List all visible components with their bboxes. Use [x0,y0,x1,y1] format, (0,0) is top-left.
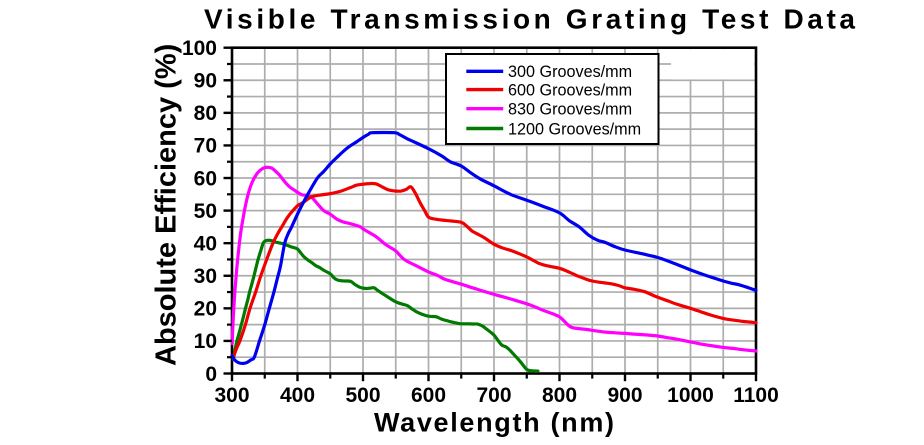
svg-text:300 Grooves/mm: 300 Grooves/mm [508,63,632,81]
svg-text:90: 90 [194,70,217,93]
svg-text:70: 70 [194,135,217,158]
svg-text:700: 700 [476,384,511,407]
svg-text:600: 600 [411,384,446,407]
svg-text:1200 Grooves/mm: 1200 Grooves/mm [508,120,641,138]
svg-text:Absolute Efficiency (%): Absolute Efficiency (%) [151,44,183,366]
svg-text:30: 30 [194,265,217,288]
svg-text:1000: 1000 [667,384,714,407]
svg-text:300: 300 [214,384,249,407]
svg-text:400: 400 [280,384,315,407]
svg-text:600 Grooves/mm: 600 Grooves/mm [508,82,632,100]
svg-text:800: 800 [542,384,577,407]
svg-text:20: 20 [194,298,217,321]
svg-text:900: 900 [607,384,642,407]
svg-text:10: 10 [194,330,217,353]
svg-text:80: 80 [194,102,217,125]
svg-text:Visible Transmission Grating T: Visible Transmission Grating Test Data [204,4,855,35]
svg-text:40: 40 [194,233,217,256]
svg-text:60: 60 [194,167,217,190]
svg-text:Wavelength (nm): Wavelength (nm) [374,408,614,438]
svg-text:500: 500 [345,384,380,407]
svg-text:100: 100 [182,37,217,60]
svg-text:830 Grooves/mm: 830 Grooves/mm [508,101,632,119]
svg-text:0: 0 [205,363,217,386]
svg-text:1100: 1100 [733,384,779,407]
svg-text:50: 50 [194,200,217,223]
